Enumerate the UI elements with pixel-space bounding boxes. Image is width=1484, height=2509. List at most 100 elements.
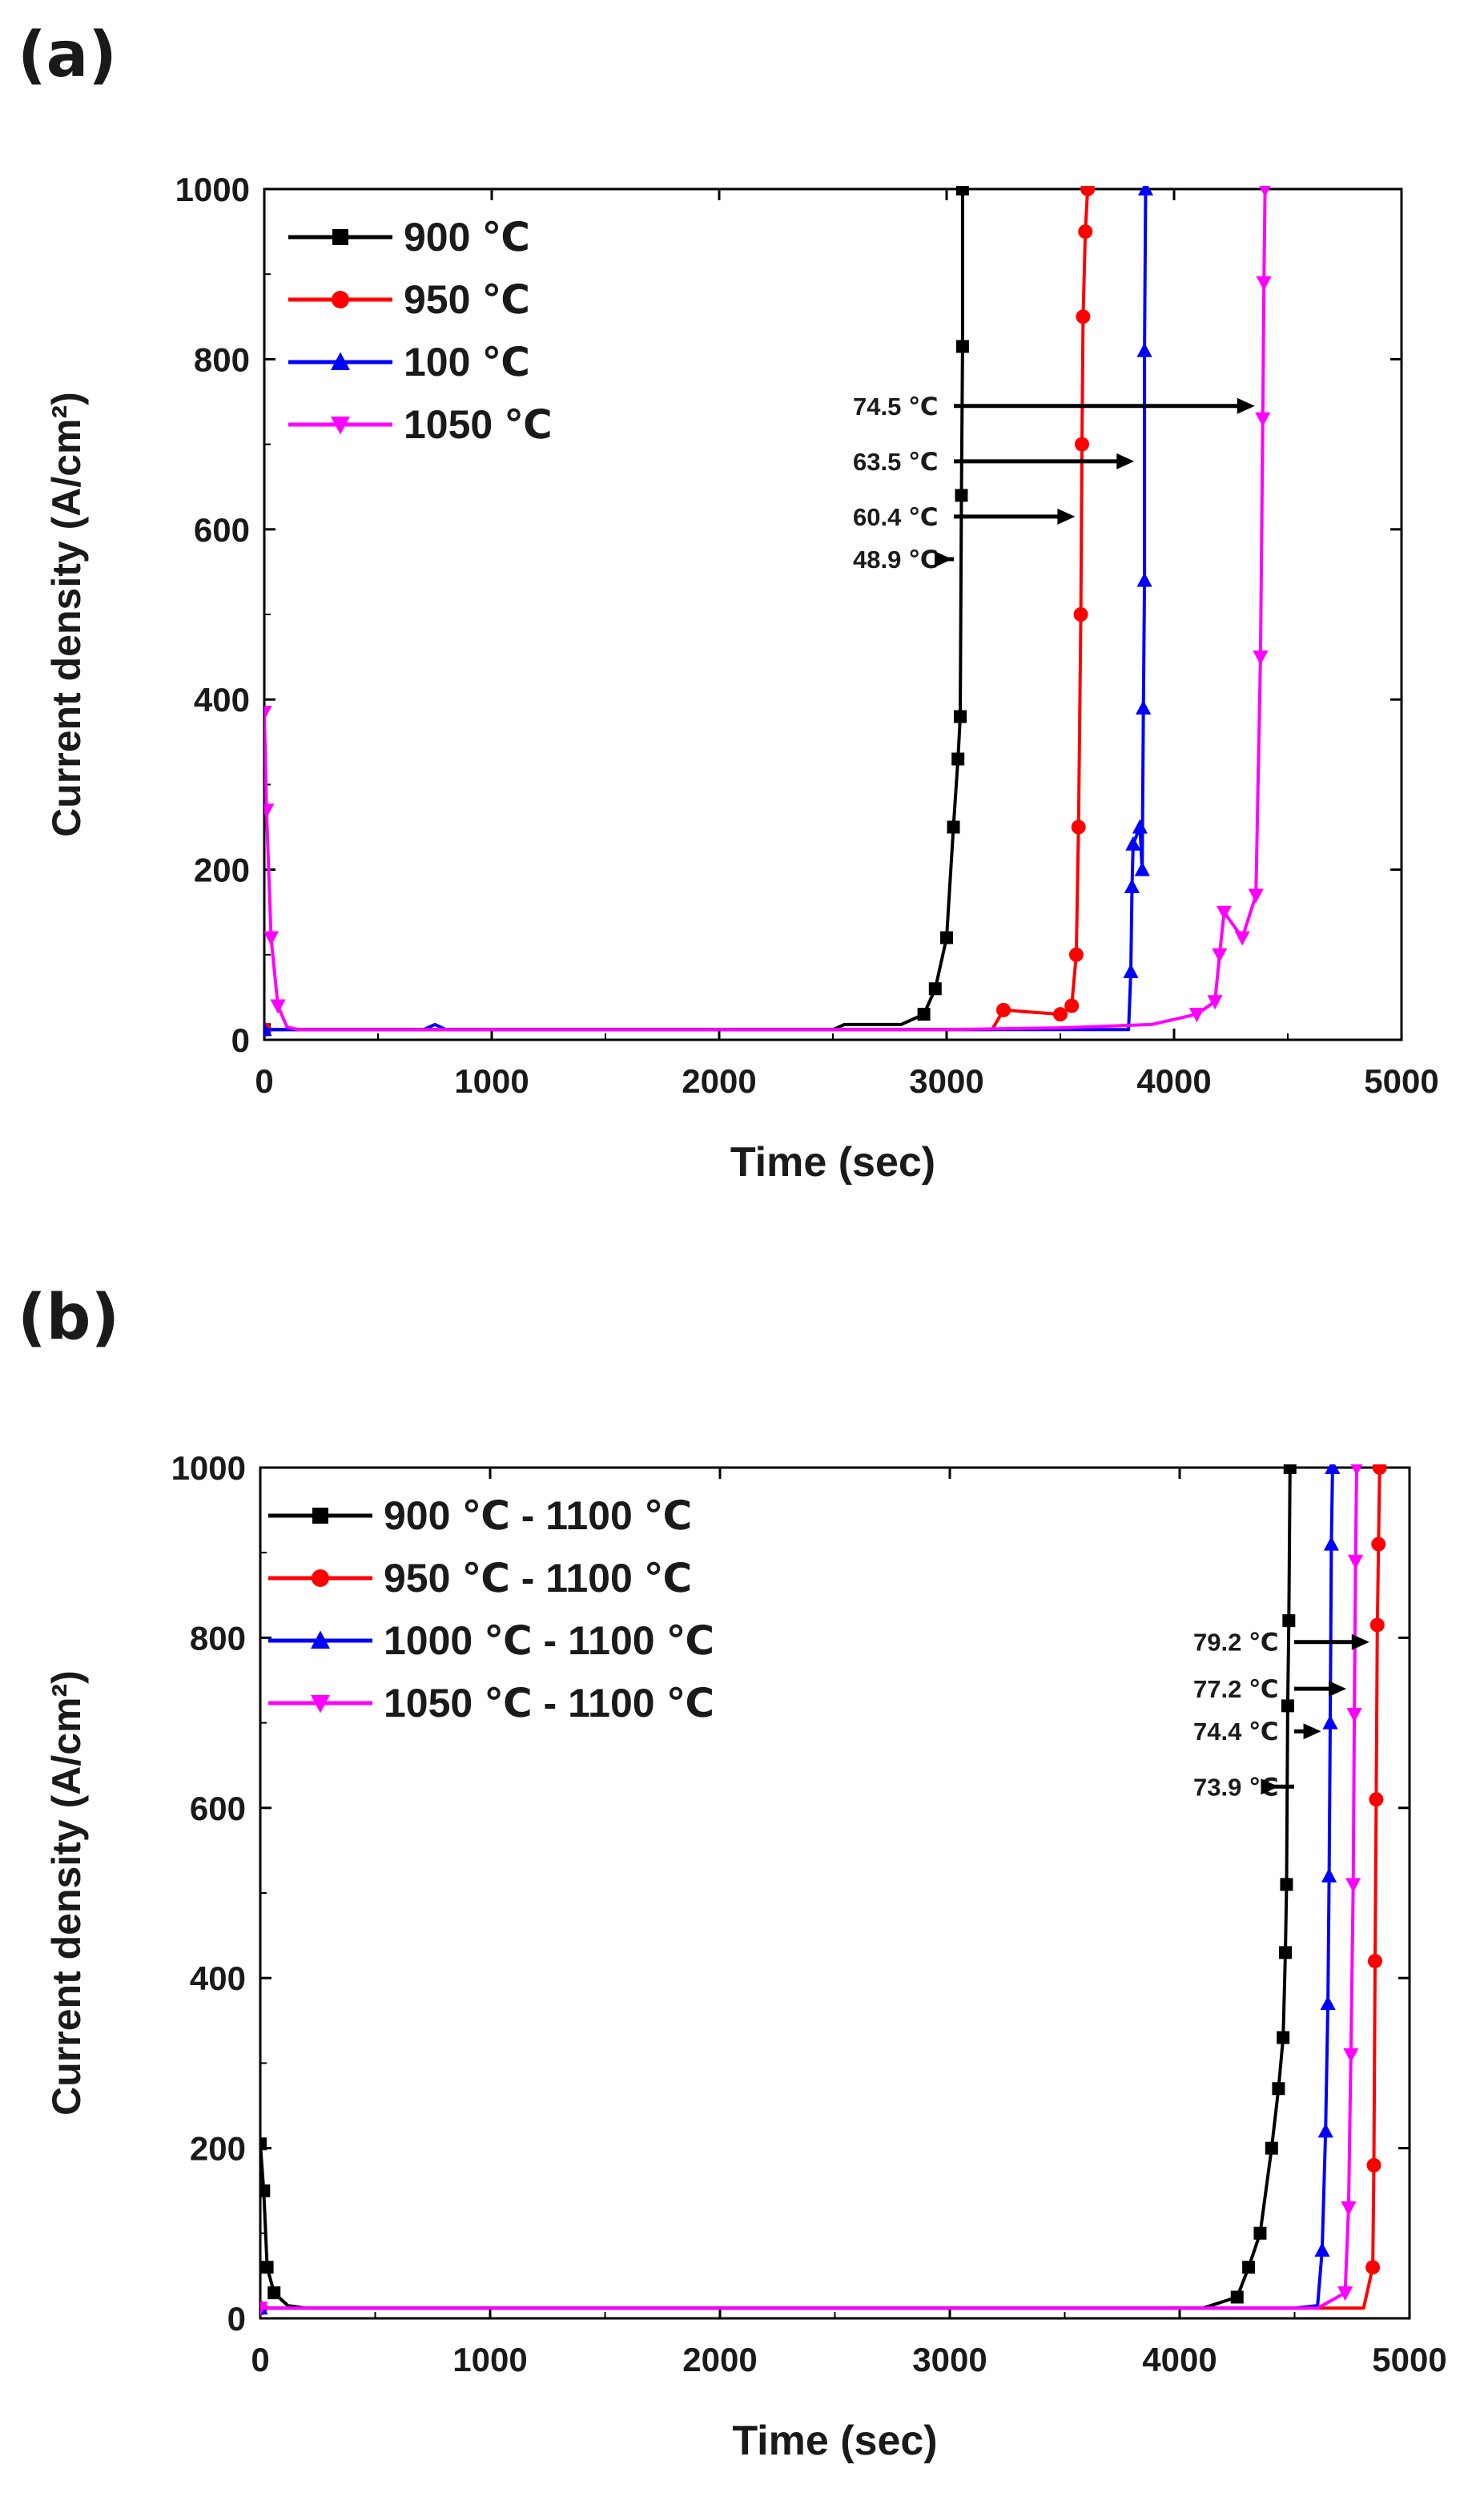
data-point bbox=[270, 999, 286, 1014]
legend-label: 1050 ℃ - 1100 ℃ bbox=[384, 1681, 714, 1726]
data-point bbox=[1253, 2226, 1267, 2240]
data-point bbox=[264, 803, 275, 819]
data-point bbox=[955, 340, 969, 353]
series-line bbox=[264, 188, 1148, 1032]
legend-label: 950 ℃ bbox=[404, 277, 530, 322]
data-point bbox=[1230, 2290, 1244, 2304]
data-point bbox=[1350, 1464, 1363, 1476]
data-point bbox=[940, 931, 953, 944]
x-tick-label: 1000 bbox=[452, 2341, 527, 2378]
data-point bbox=[1073, 607, 1088, 622]
data-point bbox=[1134, 861, 1150, 876]
legend-marker bbox=[331, 352, 350, 370]
data-point bbox=[996, 1002, 1011, 1017]
x-tick-label: 3000 bbox=[909, 1062, 983, 1100]
data-point bbox=[264, 1021, 272, 1037]
annotation-arrow-head bbox=[1303, 1723, 1321, 1740]
data-point bbox=[917, 1008, 931, 1021]
x-tick-label: 5000 bbox=[1372, 2341, 1446, 2378]
annotation-arrow-head bbox=[1237, 397, 1255, 414]
y-tick-label: 800 bbox=[194, 340, 250, 378]
y-axis-title: Current density (A/cm²) bbox=[44, 1670, 89, 2116]
data-point bbox=[1259, 186, 1272, 197]
chart-a: 0 1000 2000 3000 4000 5000 0 200 400 600 800 1000 Ti… bbox=[44, 171, 1439, 1186]
annotation-label: 63.5 ℃ bbox=[853, 448, 939, 476]
data-point bbox=[1367, 1953, 1382, 1968]
y-tick-label: 1000 bbox=[175, 171, 250, 208]
annotation-arrow-head bbox=[1116, 453, 1135, 469]
data-point bbox=[1265, 2141, 1278, 2155]
y-axis-title: Current density (A/cm²) bbox=[44, 392, 89, 837]
data-point bbox=[1346, 1707, 1362, 1722]
data-point bbox=[1234, 931, 1250, 946]
legend-marker bbox=[312, 1569, 329, 1587]
legend-marker bbox=[312, 1508, 328, 1524]
x-axis-title: Time (sec) bbox=[732, 2418, 937, 2464]
data-point bbox=[1347, 1554, 1364, 1569]
data-point bbox=[1323, 1536, 1340, 1551]
legend-marker bbox=[311, 1630, 330, 1649]
data-point bbox=[1280, 1878, 1293, 1891]
data-point bbox=[1255, 412, 1271, 427]
data-point bbox=[1322, 1714, 1338, 1730]
data-point bbox=[1337, 2286, 1353, 2302]
x-tick-label: 0 bbox=[255, 1062, 273, 1100]
data-point bbox=[1136, 572, 1152, 587]
legend-label: 950 ℃ - 1100 ℃ bbox=[384, 1556, 692, 1601]
x-tick-label: 2000 bbox=[682, 2341, 757, 2378]
data-point bbox=[1369, 1617, 1385, 1633]
y-tick-label: 200 bbox=[190, 2130, 246, 2168]
data-point bbox=[1125, 836, 1141, 851]
data-point bbox=[1242, 2261, 1256, 2274]
annotation-label: 48.9 ℃ bbox=[853, 546, 939, 574]
data-point bbox=[1064, 998, 1080, 1013]
legend-label: 100 ℃ bbox=[404, 340, 530, 385]
chart-b: 0 1000 2000 3000 4000 5000 0 200 400 600 800 1000 Ti… bbox=[44, 1449, 1447, 2464]
data-point bbox=[1253, 650, 1269, 666]
y-tick-label: 400 bbox=[194, 681, 250, 719]
data-point bbox=[1124, 878, 1140, 893]
data-point bbox=[1365, 2260, 1381, 2275]
data-point bbox=[1132, 819, 1148, 834]
x-tick-label: 5000 bbox=[1364, 1062, 1438, 1100]
annotation-arrow-head bbox=[1261, 1778, 1279, 1795]
data-point bbox=[1136, 699, 1152, 715]
series-line bbox=[264, 189, 964, 1032]
data-point bbox=[947, 820, 960, 834]
data-point bbox=[1076, 309, 1091, 324]
data-point bbox=[1320, 1996, 1336, 2011]
data-point bbox=[1080, 186, 1096, 196]
data-point bbox=[1343, 2048, 1359, 2063]
data-point bbox=[260, 2137, 267, 2151]
data-point bbox=[955, 489, 968, 502]
legend-marker bbox=[311, 1695, 330, 1714]
data-point bbox=[260, 2184, 271, 2197]
data-point bbox=[1321, 1867, 1337, 1883]
x-tick-label: 4000 bbox=[1136, 1062, 1211, 1100]
data-point bbox=[260, 2302, 268, 2317]
y-tick-label: 600 bbox=[194, 511, 250, 549]
y-tick-label: 1000 bbox=[171, 1449, 246, 1487]
data-point bbox=[1277, 2031, 1290, 2044]
data-point bbox=[1216, 905, 1233, 920]
data-point bbox=[1137, 186, 1154, 195]
data-point bbox=[1074, 437, 1089, 452]
data-point bbox=[1372, 1464, 1387, 1475]
y-tick-label: 600 bbox=[190, 1790, 246, 1827]
data-point bbox=[951, 752, 965, 766]
legend-label: 900 ℃ bbox=[404, 215, 530, 260]
data-point bbox=[260, 2261, 274, 2274]
y-tick-label: 0 bbox=[227, 2300, 246, 2338]
data-point bbox=[1341, 2201, 1357, 2216]
y-tick-label: 0 bbox=[231, 1021, 250, 1059]
panel-label-b: (b) bbox=[18, 1282, 120, 1354]
x-axis-title: Time (sec) bbox=[730, 1139, 935, 1186]
annotation-arrow-head bbox=[1351, 1633, 1369, 1650]
data-point bbox=[1068, 947, 1084, 962]
data-point bbox=[1212, 948, 1228, 963]
data-point bbox=[1053, 1007, 1068, 1022]
data-point bbox=[1366, 2157, 1381, 2173]
data-point bbox=[1369, 1792, 1384, 1807]
data-point bbox=[267, 2286, 281, 2300]
legend-label: 1050 ℃ bbox=[404, 402, 553, 447]
